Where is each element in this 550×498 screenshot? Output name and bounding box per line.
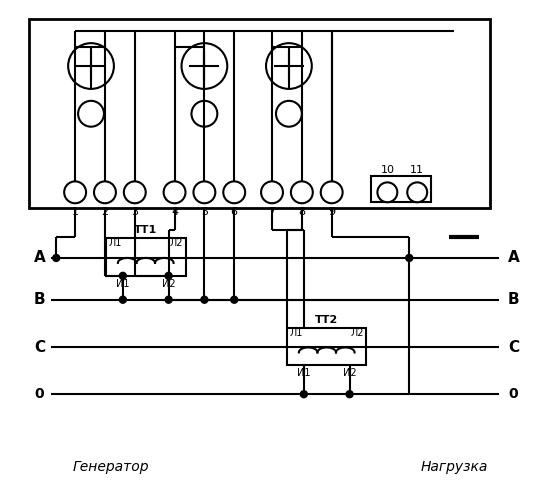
Circle shape [261, 181, 283, 203]
Text: 2: 2 [101, 207, 108, 217]
Circle shape [223, 181, 245, 203]
Bar [106, 238, 185, 276]
Text: 0: 0 [35, 387, 44, 401]
Circle shape [165, 296, 172, 303]
Circle shape [64, 181, 86, 203]
Text: 9: 9 [328, 207, 336, 217]
Text: 10: 10 [381, 165, 394, 175]
Bar [287, 328, 366, 366]
Circle shape [119, 296, 126, 303]
Circle shape [201, 296, 208, 303]
Text: A: A [508, 250, 520, 265]
Text: B: B [508, 292, 519, 307]
Circle shape [346, 391, 353, 398]
Text: 0: 0 [509, 387, 519, 401]
Text: Л2: Л2 [351, 328, 364, 338]
Circle shape [291, 181, 313, 203]
Text: 3: 3 [131, 207, 138, 217]
Circle shape [377, 182, 397, 202]
Text: ТТ1: ТТ1 [134, 225, 157, 235]
Circle shape [94, 181, 116, 203]
Text: 11: 11 [410, 165, 424, 175]
Text: 4: 4 [171, 207, 178, 217]
Bar [371, 176, 431, 202]
Text: C: C [508, 340, 519, 355]
Text: 6: 6 [231, 207, 238, 217]
Circle shape [191, 101, 217, 126]
Circle shape [406, 254, 412, 261]
Text: Л2: Л2 [170, 238, 183, 248]
Circle shape [119, 272, 126, 279]
Text: И1: И1 [116, 279, 130, 289]
Text: И1: И1 [297, 369, 311, 378]
Text: C: C [34, 340, 45, 355]
Circle shape [407, 182, 427, 202]
Circle shape [266, 43, 312, 89]
Circle shape [321, 181, 343, 203]
Circle shape [300, 391, 307, 398]
Text: И2: И2 [162, 279, 175, 289]
Text: A: A [34, 250, 45, 265]
Circle shape [124, 181, 146, 203]
Circle shape [68, 43, 114, 89]
Text: Л1: Л1 [108, 238, 122, 248]
Text: И2: И2 [343, 369, 356, 378]
Circle shape [78, 101, 104, 126]
Circle shape [194, 181, 216, 203]
Circle shape [53, 254, 60, 261]
Text: B: B [34, 292, 45, 307]
Text: ТТ2: ТТ2 [315, 315, 338, 325]
Text: 8: 8 [298, 207, 305, 217]
Circle shape [182, 43, 227, 89]
Circle shape [163, 181, 185, 203]
Text: Нагрузка: Нагрузка [420, 460, 488, 474]
Text: 5: 5 [201, 207, 208, 217]
Circle shape [276, 101, 302, 126]
Text: 1: 1 [72, 207, 79, 217]
Circle shape [231, 296, 238, 303]
Bar [29, 19, 490, 208]
Text: Генератор: Генератор [73, 460, 149, 474]
Text: Л1: Л1 [289, 328, 302, 338]
Circle shape [165, 272, 172, 279]
Text: 7: 7 [268, 207, 276, 217]
